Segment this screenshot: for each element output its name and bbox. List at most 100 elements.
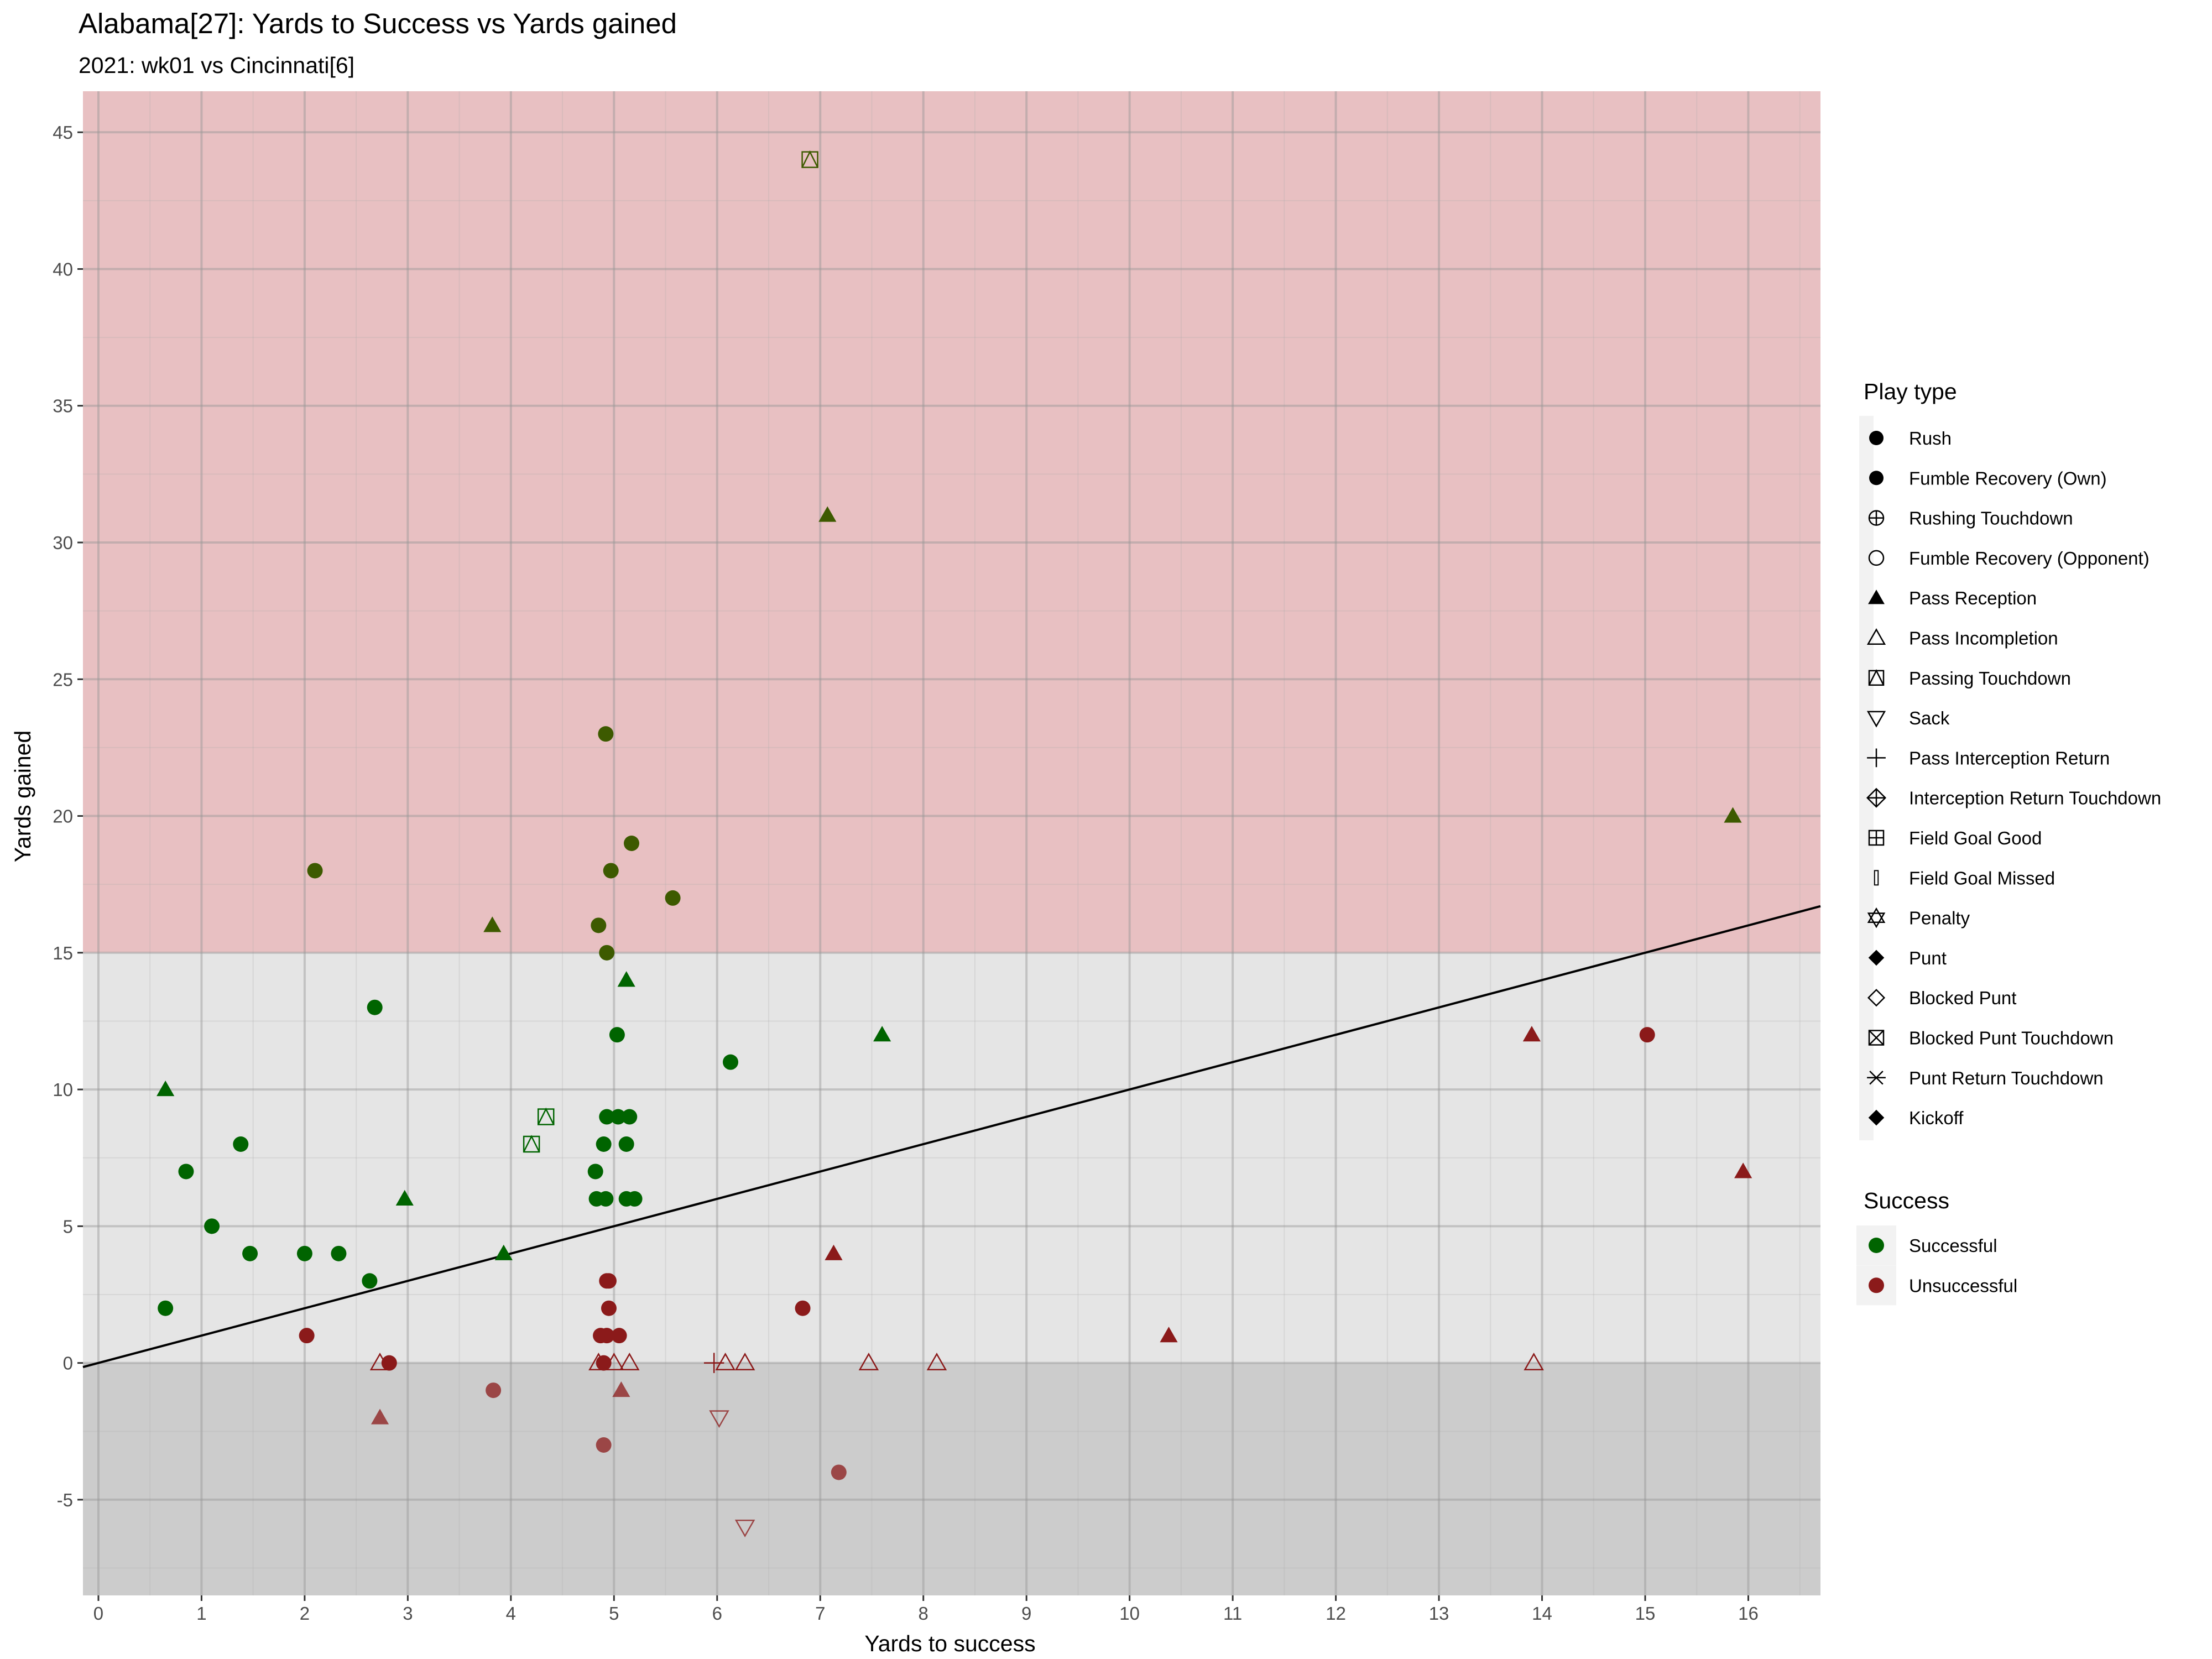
data-point — [709, 1410, 729, 1428]
data-point — [367, 999, 383, 1015]
y-axis-ticks: -5 0 5 10 15 20 25 30 35 40 45 — [53, 122, 83, 1510]
data-point — [1724, 807, 1742, 823]
data-point — [618, 1136, 634, 1152]
x-tick-label: 6 — [712, 1603, 722, 1624]
legend-play-type-label: Blocked Punt Touchdown — [1909, 1028, 2114, 1048]
data-point — [591, 917, 607, 933]
data-point — [1160, 1327, 1178, 1343]
data-point — [1734, 1162, 1752, 1178]
legend-success-key — [1869, 1238, 1884, 1253]
legend-play-type-label: Field Goal Missed — [1909, 868, 2055, 888]
data-point — [299, 1328, 315, 1344]
data-points — [156, 150, 1752, 1537]
data-point — [156, 1080, 175, 1097]
legend-play-type-label: Rushing Touchdown — [1909, 508, 2073, 529]
y-tick-label: 5 — [63, 1216, 73, 1237]
x-tick-label: 10 — [1119, 1603, 1140, 1624]
data-point — [486, 1383, 502, 1399]
legend-play-type-label: Rush — [1909, 428, 1952, 448]
data-point — [612, 1381, 630, 1397]
legend-success-label: Successful — [1909, 1235, 1997, 1256]
x-tick-label: 12 — [1326, 1603, 1346, 1624]
legend-play-type-label: Penalty — [1909, 908, 1970, 928]
legend-success-label: Unsuccessful — [1909, 1275, 2017, 1296]
y-tick-label: 30 — [53, 533, 73, 553]
y-tick-label: 0 — [63, 1353, 73, 1374]
x-tick-label: 1 — [196, 1603, 206, 1624]
legend-play-type-key — [1868, 589, 1885, 604]
data-point — [611, 1328, 627, 1344]
data-point — [494, 1244, 513, 1260]
y-tick-label: 15 — [53, 943, 73, 963]
y-tick-label: -5 — [57, 1490, 73, 1510]
legend-play-type-label: Pass Incompletion — [1909, 628, 2058, 649]
x-tick-label: 7 — [815, 1603, 825, 1624]
x-tick-label: 8 — [919, 1603, 928, 1624]
y-tick-label: 35 — [53, 396, 73, 416]
data-point — [523, 1135, 540, 1153]
data-point — [1524, 1353, 1544, 1370]
data-point — [601, 1273, 617, 1289]
x-axis-ticks: 0 1 2 3 4 5 6 7 8 9 10 11 12 13 14 15 16 — [93, 1595, 1759, 1624]
legend-success-title: Success — [1864, 1188, 1949, 1213]
legend-play-type-key — [1868, 1109, 1885, 1126]
x-tick-label: 5 — [609, 1603, 619, 1624]
data-point — [801, 150, 818, 168]
x-tick-label: 14 — [1532, 1603, 1552, 1624]
data-point — [858, 1353, 879, 1370]
legend-success: Success Successful Unsuccessful — [1856, 1188, 2017, 1306]
data-point — [362, 1273, 378, 1289]
y-tick-label: 25 — [53, 669, 73, 690]
x-axis-title: Yards to success — [864, 1631, 1035, 1656]
x-tick-label: 9 — [1021, 1603, 1031, 1624]
legend-play-type-key — [1866, 787, 1887, 808]
x-tick-label: 11 — [1223, 1603, 1242, 1624]
legend-play-type-label: Pass Interception Return — [1909, 748, 2110, 768]
legend-play-type-key — [1867, 907, 1886, 928]
plot-band — [83, 91, 1820, 953]
x-tick-label: 0 — [93, 1603, 103, 1624]
legend-play-type-key — [1868, 510, 1885, 526]
data-point — [596, 1136, 612, 1152]
reference-line — [82, 905, 1821, 1368]
legend-play-type-key — [1868, 830, 1885, 846]
legend-play-type-label: Blocked Punt — [1909, 988, 2016, 1008]
legend-play-type-key — [1866, 711, 1886, 728]
data-point — [178, 1164, 194, 1180]
data-point — [537, 1107, 555, 1125]
data-point — [242, 1245, 258, 1261]
data-point — [622, 1109, 638, 1125]
data-point — [596, 1437, 612, 1453]
y-tick-label: 10 — [53, 1079, 73, 1100]
plot-bands — [83, 91, 1820, 1595]
data-point — [599, 945, 615, 961]
y-tick-label: 40 — [53, 259, 73, 279]
legend-play-type-key — [1874, 870, 1879, 886]
data-point — [795, 1300, 811, 1316]
data-point — [624, 836, 640, 851]
data-point — [715, 1353, 735, 1370]
data-point — [873, 1026, 891, 1042]
legend-play-type-label: Pass Reception — [1909, 588, 2037, 608]
data-point — [619, 1353, 640, 1370]
data-point — [371, 1408, 389, 1425]
legend-play-type-label: Punt — [1909, 948, 1947, 968]
data-point — [307, 863, 323, 879]
reference-line-layer — [82, 905, 1821, 1368]
data-point — [233, 1136, 249, 1152]
legend-play-type-key — [1867, 989, 1886, 1007]
legend-play-type-key — [1869, 471, 1884, 486]
y-tick-label: 45 — [53, 122, 73, 143]
data-point — [204, 1218, 220, 1234]
y-axis-title: Yards gained — [10, 731, 35, 863]
data-point — [1522, 1026, 1541, 1042]
legend-play-type-key — [1868, 1030, 1885, 1046]
x-tick-label: 15 — [1635, 1603, 1656, 1624]
legend-play-type-label: Punt Return Touchdown — [1909, 1068, 2104, 1088]
legend-play-type-key — [1869, 431, 1884, 445]
x-tick-label: 16 — [1738, 1603, 1759, 1624]
legend-play-type-key — [1867, 748, 1886, 768]
data-point — [599, 1109, 615, 1125]
x-tick-label: 13 — [1429, 1603, 1449, 1624]
